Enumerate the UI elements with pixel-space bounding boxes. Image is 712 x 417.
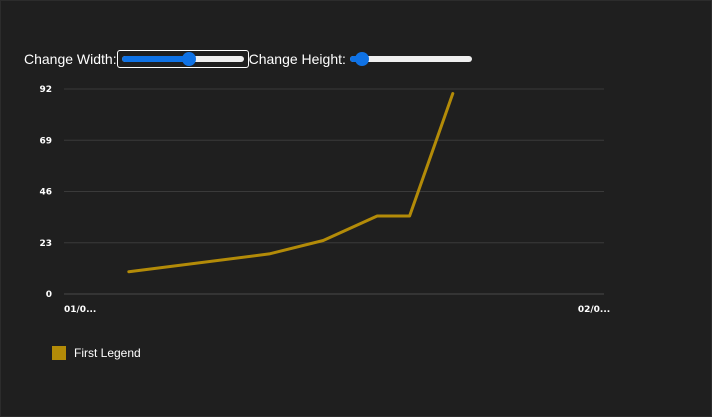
- width-slider-thumb[interactable]: [181, 52, 196, 66]
- size-controls: Change Width: Change Height:: [24, 48, 476, 70]
- y-tick-label: 0: [46, 290, 52, 300]
- width-slider-fill: [121, 56, 189, 62]
- chart-legend[interactable]: First Legend: [52, 346, 141, 360]
- height-slider-label: Change Height:: [248, 51, 346, 67]
- y-tick-label: 69: [39, 136, 52, 146]
- legend-swatch: [52, 346, 66, 360]
- height-slider[interactable]: [346, 50, 476, 68]
- y-tick-label: 92: [39, 85, 52, 95]
- x-tick-label: 01/0...: [64, 305, 96, 315]
- width-slider[interactable]: [116, 50, 249, 68]
- series-line: [127, 92, 455, 274]
- y-tick-label: 46: [39, 188, 52, 198]
- x-tick-label: 02/0...: [578, 305, 610, 315]
- width-slider-label: Change Width:: [24, 51, 117, 67]
- line-chart: 0 23 46 69 92 01/0... 02/0...: [39, 85, 610, 315]
- legend-label: First Legend: [74, 346, 141, 360]
- height-slider-thumb[interactable]: [355, 52, 370, 66]
- y-tick-label: 23: [39, 239, 52, 249]
